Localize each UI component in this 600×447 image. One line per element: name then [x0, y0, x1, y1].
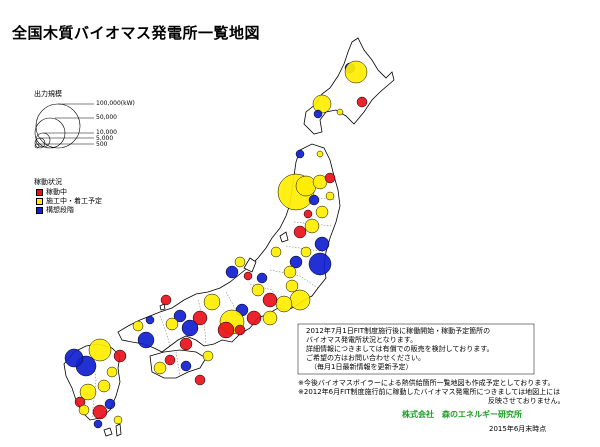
- size-legend-circles: [34, 103, 94, 149]
- plant-marker: [295, 149, 305, 159]
- plant-markers: [64, 60, 368, 429]
- status-legend-operating: 稼動中: [36, 188, 67, 196]
- plant-marker: [181, 319, 199, 337]
- tanegashima: [115, 423, 122, 437]
- oki-island: [159, 303, 166, 311]
- plant-marker: [203, 293, 221, 311]
- plant-marker: [78, 404, 90, 416]
- plant-marker: [234, 324, 246, 336]
- plant-marker: [300, 246, 312, 258]
- company-name: 株式会社 森のエネルギー研究所: [402, 410, 522, 419]
- plant-marker: [293, 225, 307, 239]
- plant-marker: [93, 419, 103, 429]
- plant-marker: [324, 172, 336, 184]
- plant-marker: [137, 331, 155, 349]
- plant-marker: [315, 205, 329, 219]
- plant-marker: [153, 361, 167, 375]
- plant-marker: [289, 255, 303, 269]
- size-label-5000: 5,000: [96, 135, 114, 142]
- plant-marker: [113, 415, 123, 425]
- plant-marker: [275, 295, 293, 313]
- note2-line-1: ※今後バイオマスボイラーによる熱供給箇所一覧地図も作成予定としております。: [298, 379, 555, 387]
- size-legend-title: 出力規模: [34, 90, 62, 98]
- plant-marker: [106, 366, 118, 378]
- plant-marker: [262, 310, 278, 326]
- plant-marker: [243, 271, 253, 281]
- plant-marker: [285, 279, 299, 293]
- plant-marker: [325, 191, 335, 201]
- size-label-500: 500: [96, 141, 108, 148]
- note2-line-2: ※2012年6月FIT制度施行前に稼動したバイオマス発電所につきましては地図上に…: [298, 388, 561, 396]
- plant-marker: [202, 350, 214, 362]
- plant-marker: [79, 383, 97, 401]
- plant-marker: [113, 349, 127, 363]
- plant-marker: [217, 321, 235, 339]
- plant-marker: [92, 404, 108, 420]
- plant-marker: [194, 374, 206, 386]
- plant-marker: [295, 175, 317, 197]
- note-line-5: （毎月1日最新情報を更新予定）: [310, 363, 413, 371]
- plant-marker: [270, 246, 282, 258]
- plant-marker: [314, 236, 330, 252]
- plant-marker: [256, 272, 268, 284]
- plant-marker: [164, 354, 176, 366]
- plant-marker: [132, 320, 144, 332]
- plant-marker: [180, 360, 192, 372]
- note2-line-3: 反映させておりません。: [488, 397, 565, 405]
- status-legend-title: 稼動状況: [34, 178, 62, 186]
- plant-marker: [97, 379, 111, 393]
- status-legend-planned: 構想段階: [36, 206, 74, 214]
- plant-marker: [179, 337, 193, 351]
- swatch-construction: [36, 197, 43, 205]
- status-label-operating: 稼動中: [46, 188, 67, 196]
- plant-marker: [262, 292, 278, 308]
- plant-marker: [160, 294, 172, 306]
- plant-marker: [313, 109, 323, 119]
- plant-marker: [173, 309, 187, 323]
- plant-marker: [308, 252, 332, 276]
- note-line-3: 詳細情報につきましては有償での販売を検討しております。: [306, 345, 494, 353]
- plant-marker: [225, 265, 239, 279]
- status-legend-construction: 施工中・着工予定: [36, 197, 102, 205]
- plant-marker: [304, 218, 320, 234]
- size-label-10000: 10,000: [96, 129, 117, 136]
- plant-marker: [246, 310, 262, 326]
- plant-marker: [356, 96, 368, 108]
- plant-marker: [64, 348, 84, 368]
- plant-marker: [336, 108, 344, 116]
- notes-box: [297, 323, 535, 375]
- plant-marker: [88, 338, 112, 362]
- plant-marker: [192, 310, 208, 326]
- note-line-2: バイオマス発電所状況となります。: [306, 336, 418, 344]
- noto-peninsula: [243, 257, 257, 273]
- status-label-planned: 構想段階: [46, 206, 74, 214]
- plant-marker: [251, 283, 265, 297]
- plant-marker: [316, 150, 324, 158]
- plant-marker: [104, 398, 116, 410]
- plant-marker: [312, 94, 332, 114]
- size-label-50000: 50,000: [96, 114, 117, 121]
- as-of-date: 2015年6月末時点: [489, 425, 547, 433]
- size-label-100000: 100,000(kW): [96, 100, 135, 107]
- yakushima: [103, 427, 113, 437]
- note-line-4: ご希望の方はお問い合わせください。: [306, 354, 425, 362]
- swatch-planned: [36, 206, 43, 214]
- plant-marker: [289, 289, 311, 311]
- sado-island: [279, 231, 289, 243]
- plant-marker: [344, 60, 368, 84]
- plant-marker: [303, 209, 313, 219]
- plant-marker: [165, 317, 179, 331]
- plant-marker: [145, 315, 155, 325]
- hokkaido: [303, 37, 395, 135]
- status-label-construction: 施工中・着工予定: [46, 197, 102, 205]
- plant-marker: [234, 256, 246, 268]
- plant-marker: [308, 194, 320, 206]
- page-title: 全国木質バイオマス発電所一覧地図: [12, 24, 261, 42]
- note-line-1: 2012年7月1日FIT制度施行後に稼働開始・稼動予定箇所の: [306, 327, 491, 335]
- plant-marker: [283, 265, 297, 279]
- swatch-operating: [36, 188, 43, 196]
